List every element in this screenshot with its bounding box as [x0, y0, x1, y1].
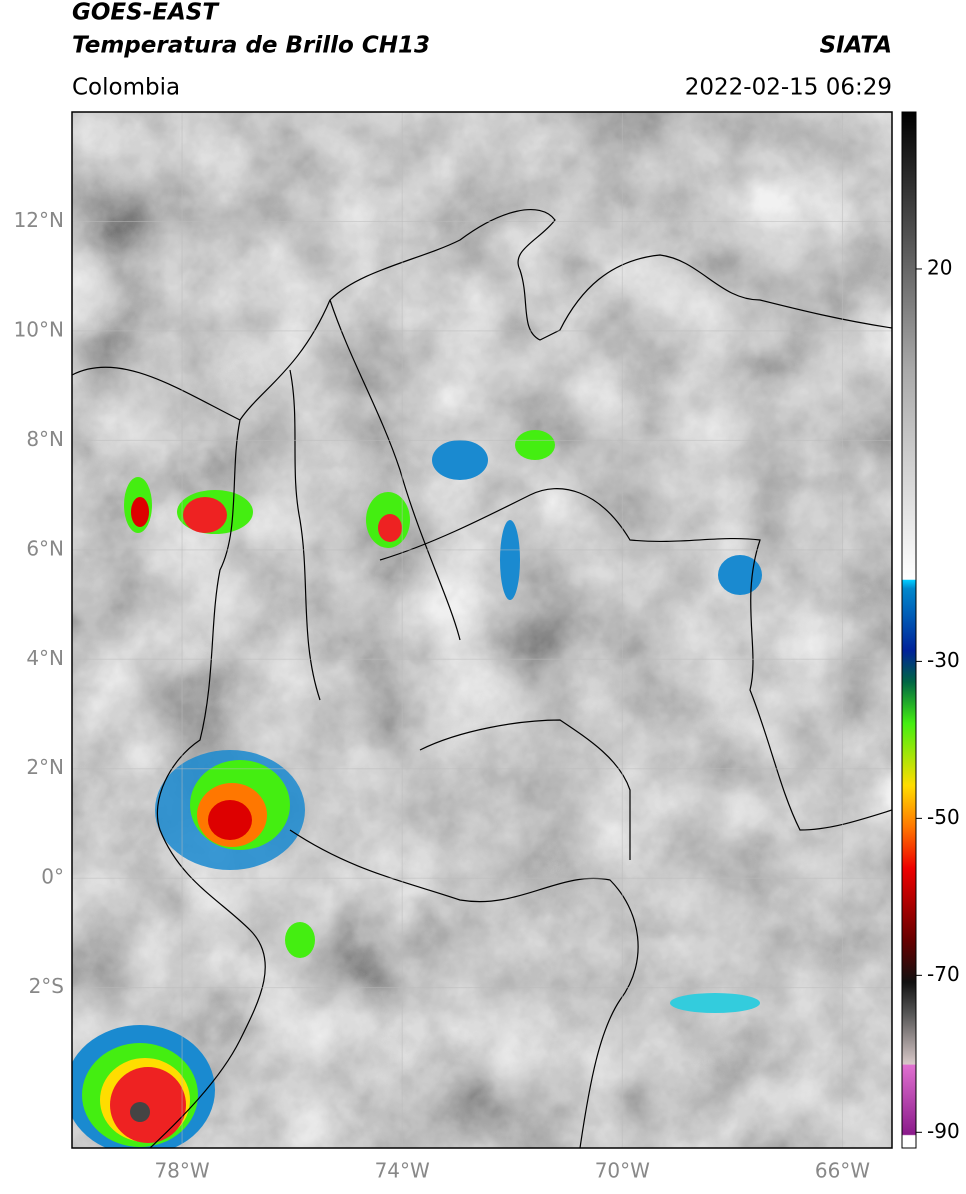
lat-tick-label: 6°N	[26, 536, 64, 560]
colorbar-tick-label: -70	[927, 962, 960, 986]
colorbar	[901, 111, 917, 1149]
lat-tick-label: 4°N	[26, 646, 64, 670]
lon-tick-label: 66°W	[815, 1159, 870, 1183]
lat-tick-label: 2°S	[29, 974, 64, 998]
lon-tick-label: 78°W	[154, 1159, 209, 1183]
coastlines-and-borders	[72, 209, 892, 1148]
lon-tick-label: 70°W	[595, 1159, 650, 1183]
colorbar-tick-label: -50	[927, 805, 960, 829]
lon-tick-label: 74°W	[375, 1159, 430, 1183]
graticule	[72, 112, 892, 1148]
lat-tick-label: 2°N	[26, 755, 64, 779]
title-line2: Temperatura de Brillo CH13	[72, 33, 430, 59]
title-line1: GOES-EAST	[72, 0, 220, 26]
map-frame	[71, 111, 893, 1149]
lat-tick-label: 8°N	[26, 427, 64, 451]
colorbar-tick-label: 20	[927, 255, 952, 279]
source: SIATA	[820, 33, 892, 59]
satellite-image	[72, 112, 892, 1148]
lat-tick-label: 10°N	[14, 317, 64, 341]
timestamp: 2022-02-15 06:29	[685, 75, 892, 101]
lat-tick-label: 0°	[41, 865, 64, 889]
convective-cells	[72, 430, 762, 1148]
region: Colombia	[72, 75, 180, 101]
lat-tick-label: 12°N	[14, 208, 64, 232]
colorbar-tick-label: -90	[927, 1119, 960, 1143]
colorbar-tick-label: -30	[927, 648, 960, 672]
